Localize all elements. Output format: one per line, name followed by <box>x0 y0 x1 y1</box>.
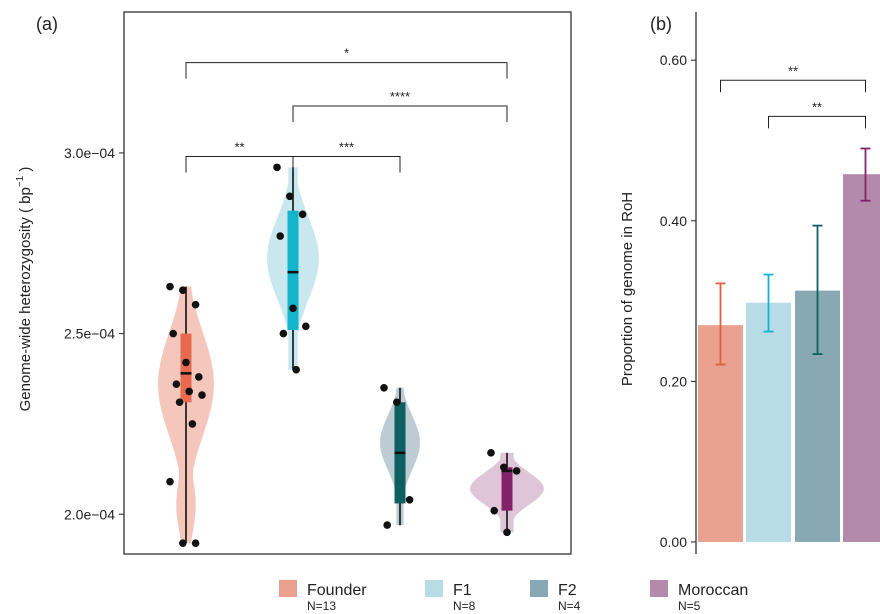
data-point <box>185 387 193 396</box>
panel-a-y-axis-title: Genome-wide heterozygosity ( bp−1 ) <box>15 167 34 412</box>
panel-b-label: (b) <box>650 14 672 34</box>
legend-label: Moroccan <box>678 582 748 599</box>
significance-bracket <box>292 156 401 173</box>
y-axis-title-text: Genome-wide heterozygosity ( bp <box>17 187 34 411</box>
data-point <box>191 300 200 309</box>
legend-swatch <box>425 580 443 597</box>
data-point <box>512 467 521 475</box>
significance-bracket <box>185 62 508 79</box>
data-point <box>503 528 511 537</box>
significance-label: ** <box>788 63 798 78</box>
box <box>501 467 513 511</box>
data-point <box>276 232 285 240</box>
y-axis-title-close: ) <box>17 167 34 176</box>
data-point <box>500 463 508 472</box>
data-point <box>393 398 401 407</box>
data-point <box>380 383 388 392</box>
bar-f1 <box>746 302 791 542</box>
group-founder <box>158 282 214 547</box>
y-tick-label: 0.60 <box>660 52 687 68</box>
legend-swatch <box>530 580 548 597</box>
data-point <box>175 398 184 407</box>
group-f1 <box>267 163 319 374</box>
data-point <box>166 282 174 291</box>
data-point <box>487 449 495 457</box>
data-point <box>182 358 190 367</box>
data-point <box>273 163 281 172</box>
group-f2 <box>380 383 420 529</box>
panel-a: (a) Genome-wide heterozygosity ( bp−1 ) 2.… <box>15 11 572 555</box>
legend-swatch <box>279 580 297 597</box>
y-tick-label: 3.0e−04 <box>64 145 115 161</box>
legend-count: N=5 <box>678 599 701 613</box>
y-tick-label: 0.20 <box>660 373 687 389</box>
significance-bracket <box>292 105 508 122</box>
box <box>180 333 192 403</box>
legend-item-f1: F1N=8 <box>425 580 476 613</box>
data-point <box>179 286 187 295</box>
data-point <box>169 329 177 338</box>
legend-swatch <box>650 580 668 597</box>
legend-item-f2: F2N=4 <box>530 580 581 613</box>
data-point <box>279 329 288 338</box>
data-point <box>195 373 203 381</box>
data-point <box>198 391 206 399</box>
y-tick-label: 2.0e−04 <box>64 506 115 522</box>
data-point <box>188 420 197 428</box>
significance-bracket <box>768 115 866 129</box>
legend-count: N=13 <box>307 599 336 613</box>
legend-count: N=4 <box>558 599 581 613</box>
data-point <box>405 496 414 504</box>
data-point <box>289 304 297 313</box>
panel-a-frame <box>123 11 572 555</box>
data-point <box>302 322 310 331</box>
group-moroccan <box>470 449 544 537</box>
y-tick-label: 0.00 <box>660 534 687 550</box>
significance-bracket <box>720 79 866 93</box>
panel-a-label: (a) <box>36 14 58 34</box>
data-point <box>286 192 294 201</box>
significance-label: * <box>344 46 349 61</box>
data-point <box>166 477 174 486</box>
significance-label: ** <box>812 99 822 114</box>
significance-label: *** <box>339 140 354 155</box>
legend-label: Founder <box>307 582 367 599</box>
bar-moroccan <box>843 174 880 542</box>
legend-count: N=8 <box>453 599 476 613</box>
y-tick-label: 0.40 <box>660 213 687 229</box>
panel-b-y-axis-title: Proportion of genome in RoH <box>619 192 636 386</box>
data-point <box>292 365 301 374</box>
legend-label: F2 <box>558 582 577 599</box>
y-axis-title-exponent: −1 <box>15 175 26 187</box>
data-point <box>383 521 392 529</box>
significance-label: ** <box>234 140 244 155</box>
panel-b: (b) Proportion of genome in RoH 0.00 0.20 0.… <box>619 12 880 554</box>
legend-label: F1 <box>453 582 472 599</box>
box <box>287 210 299 330</box>
data-point <box>172 380 181 388</box>
data-point <box>191 539 200 547</box>
data-point <box>298 210 307 219</box>
significance-label: **** <box>390 89 410 104</box>
data-point <box>490 506 499 515</box>
y-tick-label: 2.5e−04 <box>64 326 115 342</box>
data-point <box>179 539 187 547</box>
